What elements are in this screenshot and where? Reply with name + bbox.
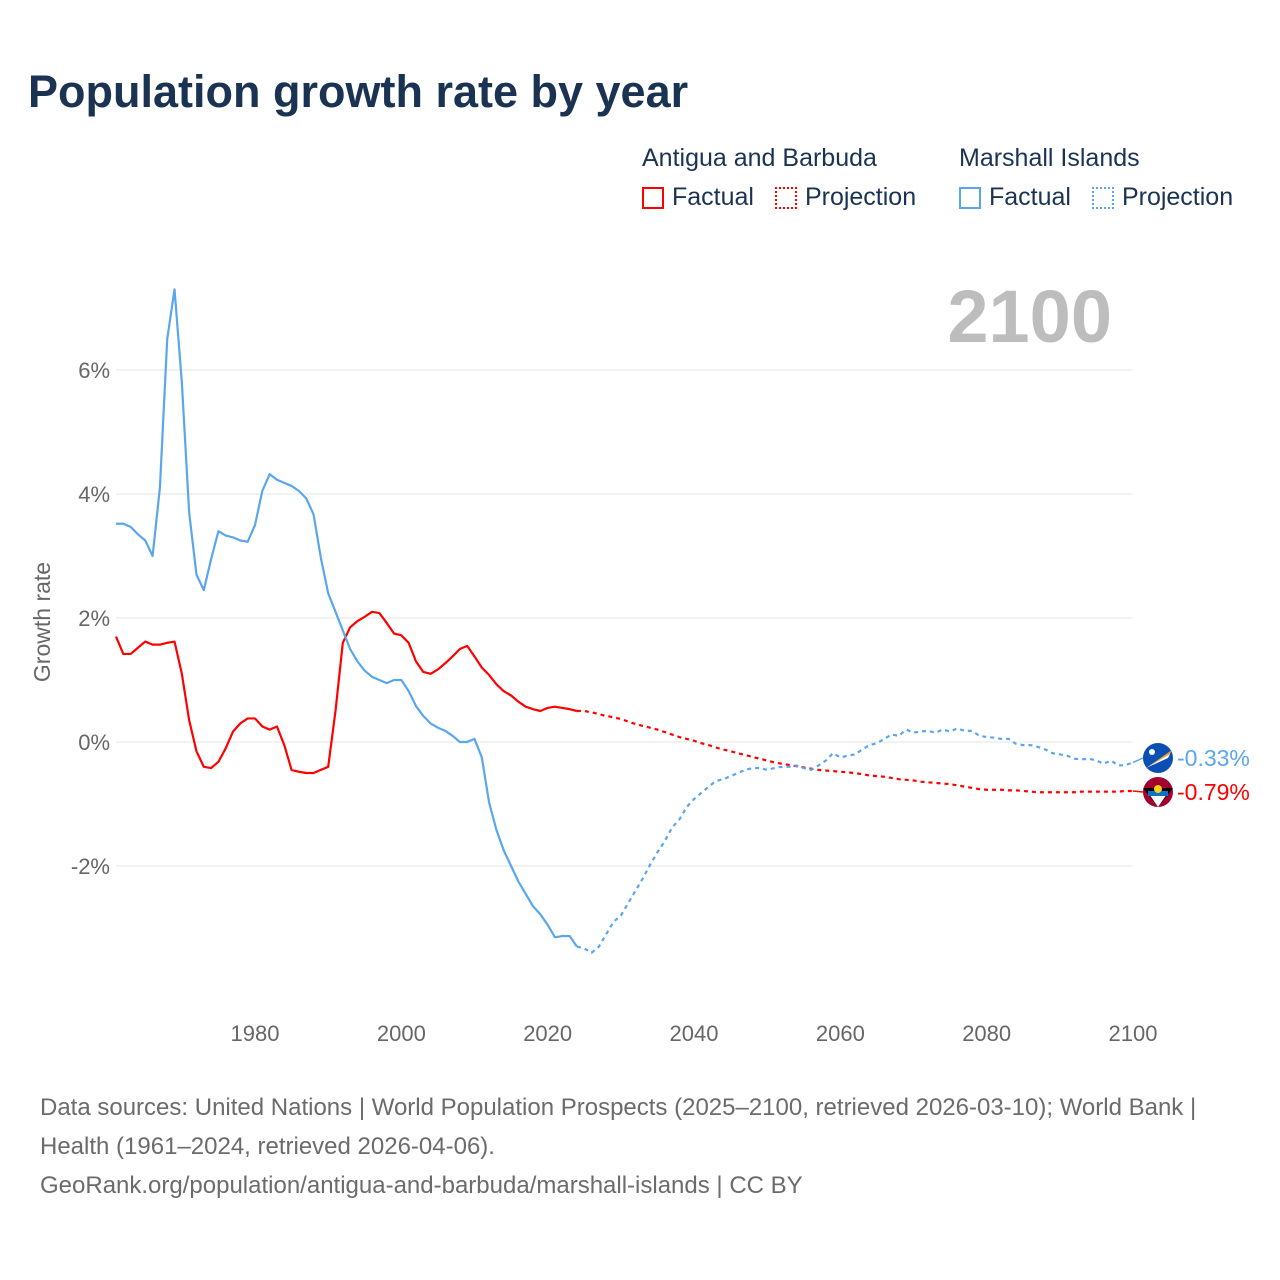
legend-label: Factual	[672, 183, 754, 211]
factual-line-1	[116, 288, 578, 948]
x-tick-label: 2000	[377, 1021, 426, 1046]
projection-line-0	[576, 709, 1133, 794]
flag-bg	[1143, 743, 1173, 773]
projection-swatch	[774, 186, 797, 209]
legend-factual[interactable]: Factual	[959, 183, 1071, 212]
legend-label: Projection	[804, 183, 917, 211]
y-tick-label: 4%	[78, 482, 110, 507]
chart-title: Population growth rate by year	[28, 66, 689, 117]
legend-factual[interactable]: Factual	[642, 183, 754, 212]
end-value-label: -0.33%	[1177, 745, 1250, 771]
legend-country: Marshall Islands	[959, 144, 1140, 172]
marshall-flag-icon	[1143, 743, 1173, 773]
grid-lines	[116, 369, 1133, 867]
x-tick-label: 2020	[523, 1021, 572, 1046]
x-tick-label: 2080	[962, 1021, 1011, 1046]
y-tick-label: 6%	[78, 358, 110, 383]
y-tick-label: 2%	[78, 606, 110, 631]
legend-marshall: Marshall Islands Factual Projection	[959, 144, 1247, 216]
y-axis-label: Growth rate	[29, 562, 55, 682]
end-connector	[1132, 757, 1144, 764]
end-connector	[1132, 790, 1144, 793]
x-axis-ticks: 1980 2000 2020 2040 2060 2080 2100	[231, 1021, 1158, 1046]
flag-white	[1146, 754, 1170, 768]
y-tick-label: 0%	[78, 730, 110, 755]
x-tick-label: 2100	[1109, 1021, 1158, 1046]
y-axis-ticks: 6% 4% 2% 0% -2%	[71, 358, 110, 879]
legend-projection[interactable]: Projection	[774, 183, 917, 212]
footer: Data sources: United Nations | World Pop…	[40, 1088, 1240, 1205]
factual-line-0	[114, 610, 578, 775]
x-tick-label: 2060	[816, 1021, 865, 1046]
flag-blue	[1148, 791, 1168, 796]
legend-projection[interactable]: Projection	[1091, 183, 1234, 212]
projection-line-1	[576, 727, 1134, 955]
flag-orange	[1146, 750, 1172, 768]
legend-antigua: Antigua and Barbuda Factual Projection	[642, 144, 930, 216]
legend-country: Antigua and Barbuda	[642, 144, 877, 172]
source-link[interactable]: GeoRank.org/population/antigua-and-barbu…	[40, 1172, 803, 1199]
x-tick-label: 1980	[231, 1021, 280, 1046]
projection-swatch	[1091, 186, 1114, 209]
series-end-labels: -0.79% -0.33%	[1132, 743, 1250, 807]
factual-swatch	[642, 186, 664, 209]
flag-sun	[1154, 785, 1162, 793]
antigua-flag-icon	[1143, 777, 1173, 807]
factual-swatch	[959, 186, 981, 209]
legend-label: Factual	[989, 183, 1071, 211]
flag-white	[1149, 794, 1167, 807]
flag-star	[1149, 749, 1155, 755]
legend-label: Projection	[1121, 183, 1234, 211]
data-sources: Data sources: United Nations | World Pop…	[40, 1094, 1197, 1160]
x-tick-label: 2040	[670, 1021, 719, 1046]
end-value-label: -0.79%	[1177, 779, 1250, 805]
current-year-label: 2100	[947, 275, 1112, 358]
y-tick-label: -2%	[71, 854, 110, 879]
series-lines	[114, 288, 1134, 955]
